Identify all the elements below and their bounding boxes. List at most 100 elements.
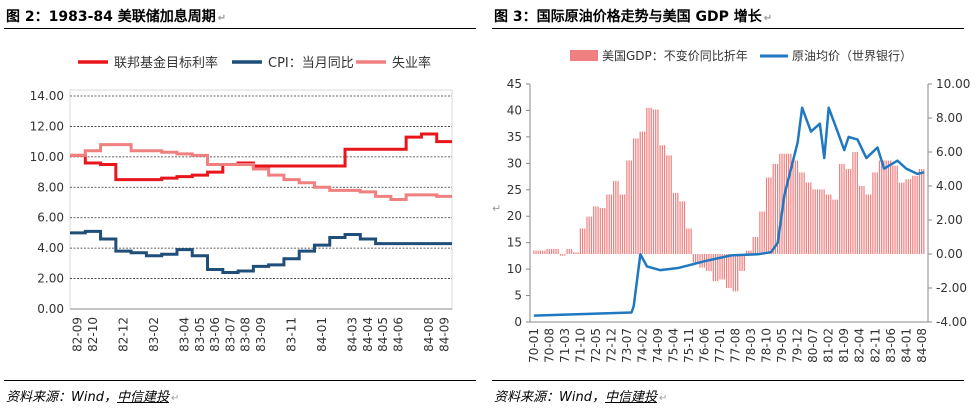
- x-tick-label: 80-07: [806, 328, 820, 363]
- gdp-bar: [807, 182, 810, 254]
- return-mark: ↵: [763, 13, 773, 24]
- x-tick-label: 73-07: [620, 328, 634, 363]
- gdp-bar: [557, 248, 559, 254]
- return-mark: ↵: [217, 13, 227, 24]
- x-tick-label: 77-01: [713, 328, 727, 363]
- gdp-bar: [872, 172, 874, 254]
- x-tick-label: 83-04: [178, 317, 192, 352]
- gdp-bar: [841, 163, 843, 254]
- gdp-bar: [923, 169, 925, 254]
- x-tick-label: 83-08: [239, 317, 253, 352]
- x-tick-label: 84-03: [346, 317, 360, 352]
- gdp-bar: [741, 254, 743, 271]
- gdp-bar: [546, 248, 548, 254]
- gdp-bar: [832, 199, 834, 254]
- legend-label: 失业率: [392, 55, 431, 71]
- gdp-bar: [730, 254, 732, 288]
- gdp-bar: [542, 250, 544, 254]
- y-tick-label: 0.00: [37, 302, 64, 316]
- fed-rate-chart: 0.00 2.00 4.00 6.00 8.00 10.00 12.00 14.00 82-09…: [30, 55, 453, 352]
- y-right-tick-label: -2.00: [936, 281, 967, 295]
- gdp-bar: [710, 254, 712, 271]
- gdp-bar: [564, 254, 566, 256]
- gdp-bar: [568, 248, 570, 254]
- gdp-bar: [734, 254, 737, 292]
- gdp-bar: [743, 254, 745, 271]
- gdp-bar: [850, 169, 852, 254]
- y-tick-label: 6.00: [37, 211, 64, 225]
- gdp-bar: [748, 250, 750, 254]
- gdp-bar: [597, 206, 599, 254]
- legend-label: CPI：当月同比: [268, 56, 354, 71]
- gdp-bar: [657, 109, 659, 254]
- gdp-bar: [887, 160, 889, 254]
- x-tick-label: 82-12: [116, 317, 130, 352]
- figure-2-source: 资料来源：Wind，中信建投 ↵: [6, 386, 179, 405]
- y-right-tick-label: 0.00: [936, 247, 963, 261]
- x-tick-label: 84-06: [392, 317, 406, 352]
- gdp-bar: [823, 189, 825, 254]
- gdp-bar: [801, 172, 803, 254]
- gdp-bar: [825, 194, 827, 254]
- gdp-bar: [914, 175, 916, 254]
- gdp-bar: [714, 254, 717, 282]
- y-tick-label: 14.00: [30, 89, 64, 103]
- y-right-tick-label: 2.00: [936, 213, 963, 227]
- y-left-tick-label: 15: [507, 236, 522, 250]
- gdp-bar: [814, 189, 816, 254]
- gdp-bar: [626, 160, 628, 254]
- gdp-bar: [566, 248, 568, 254]
- legend-label: 原油均价（世界银行）: [792, 49, 912, 63]
- gdp-bar: [765, 177, 768, 254]
- gdp-bar: [863, 186, 865, 254]
- oil-gdp-chart: 0 5 10 15 20 25 30 35 40 45 -4.00 -2.00 0.00 2.00 4.00…: [492, 48, 970, 363]
- x-tick-label: 76-06: [698, 328, 712, 363]
- gdp-bar: [573, 252, 575, 254]
- gdp-bar: [836, 199, 839, 254]
- x-tick-label: 81-09: [837, 328, 851, 363]
- gdp-bar: [621, 194, 624, 254]
- gdp-bar: [892, 165, 894, 254]
- gdp-bar: [619, 194, 621, 254]
- gdp-bar: [821, 189, 823, 254]
- gdp-bar: [694, 254, 697, 263]
- legend-swatch: [570, 50, 598, 61]
- legend-label: 联邦基金目标利率: [114, 55, 218, 71]
- return-mark: ↵: [170, 393, 180, 404]
- x-tick-label: 75-11: [682, 328, 696, 363]
- source-prefix: 资料来源：Wind，: [6, 390, 117, 405]
- gdp-bar: [726, 254, 728, 288]
- gdp-bar: [799, 172, 801, 254]
- title-rule: [4, 28, 476, 29]
- gdp-bar: [699, 254, 701, 268]
- figure-3-panel: 图 3：国际原油价格走势与美国 GDP 增长 ↵ 0 5 10 15 20 25 30 35 40…: [488, 0, 976, 408]
- y-left-tick-label: 20: [507, 209, 522, 223]
- gdp-bar: [550, 248, 553, 254]
- gdp-bar: [901, 182, 903, 254]
- gdp-bar: [788, 153, 790, 254]
- gdp-bar: [544, 250, 546, 254]
- gdp-bar: [889, 160, 892, 254]
- gdp-bar: [559, 254, 562, 256]
- legend-label: 美国GDP：不变价同比折年: [602, 48, 748, 63]
- gdp-bar: [772, 163, 774, 254]
- source-rule: [4, 380, 476, 381]
- gdp-bar: [706, 254, 708, 271]
- gdp-bar: [610, 194, 612, 254]
- x-tick-label: 84-08: [422, 317, 436, 352]
- y-left-tick-label: 40: [507, 103, 522, 117]
- x-tick-label: 84-08: [915, 328, 929, 363]
- gdp-bar: [737, 254, 739, 292]
- x-tick-label: 71-03: [558, 328, 572, 363]
- gdp-bar: [909, 179, 912, 254]
- gdp-bar: [683, 201, 686, 254]
- x-tick-label: 70-08: [543, 328, 557, 363]
- x-tick-label: 84-04: [361, 317, 375, 352]
- y-right-tick-label: 6.00: [936, 145, 963, 159]
- x-tick-label: 72-12: [605, 328, 619, 363]
- gdp-bar: [885, 160, 887, 254]
- gdp-bar: [577, 252, 579, 254]
- x-tick-label: 79-12: [791, 328, 805, 363]
- gdp-bar: [593, 206, 595, 254]
- gdp-bar: [881, 160, 883, 254]
